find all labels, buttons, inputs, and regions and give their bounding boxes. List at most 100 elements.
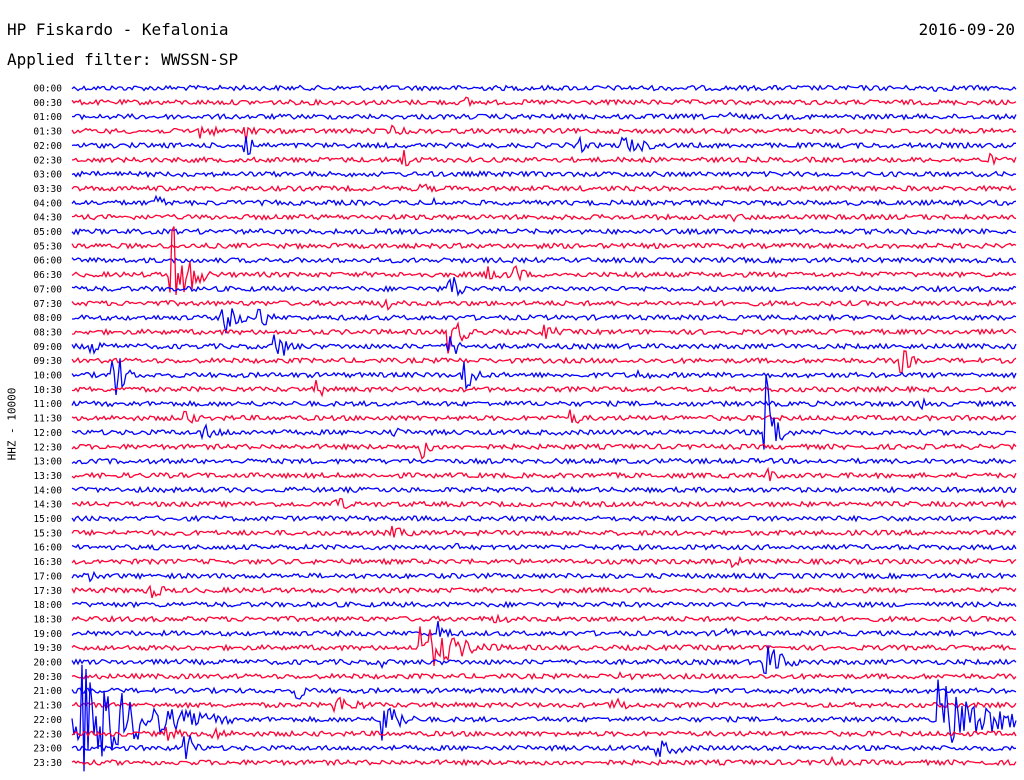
record-date: 2016-09-20 [918,20,1015,39]
time-label: 00:30 [33,98,62,109]
time-label: 18:30 [33,614,62,625]
trace-line [71,396,1017,411]
trace-line [71,670,1017,681]
trace-line [71,334,1017,356]
trace-line [71,227,1017,236]
time-label: 13:00 [33,457,62,468]
trace-line [71,613,1017,624]
time-label: 23:30 [33,758,62,769]
time-label: 13:30 [33,471,62,482]
time-label: 09:00 [33,342,62,353]
time-label: 06:30 [33,270,62,281]
trace-line [71,626,1017,666]
trace-line [71,321,1017,354]
trace-line [71,170,1017,178]
time-label: 15:30 [33,528,62,539]
trace-line [71,645,1017,675]
time-label: 16:00 [33,543,62,554]
trace-line [71,194,1017,207]
time-label: 19:30 [33,643,62,654]
time-label: 07:00 [33,284,62,295]
time-label: 06:00 [33,256,62,267]
trace-layer [71,84,1017,772]
trace-line [71,358,1017,396]
trace-line [71,525,1017,538]
trace-line [71,466,1017,482]
trace-line [71,696,1017,714]
trace-line [71,84,1017,93]
trace-line [71,570,1017,583]
trace-line [71,457,1017,466]
trace-line [71,542,1017,551]
time-label: 08:00 [33,313,62,324]
trace-line [71,135,1016,156]
time-label: 17:30 [33,586,62,597]
trace-line [71,442,1017,461]
time-label: 01:00 [33,112,62,123]
trace-line [71,497,1017,510]
channel-label-text: HHZ - 10000 [5,387,19,461]
time-label: 14:00 [33,485,62,496]
trace-line [71,755,1017,767]
station-title: HP Fiskardo - Kefalonia [7,20,229,39]
time-label: 03:30 [33,184,62,195]
time-label: 02:00 [33,141,62,152]
trace-line [71,555,1017,569]
time-label: 11:30 [33,414,62,425]
trace-line [71,256,1017,265]
time-label: 02:30 [33,155,62,166]
time-label: 18:00 [33,600,62,611]
time-label: 20:30 [33,672,62,683]
trace-line [71,485,1017,494]
trace-line [71,150,1017,167]
time-label: 05:30 [33,241,62,252]
trace-line [72,308,1017,334]
time-label: 14:30 [33,500,62,511]
trace-line [71,277,1017,297]
time-label: 23:00 [33,744,62,755]
trace-line [71,124,1017,142]
filter-label: Applied filter: WWSSN-SP [7,50,239,69]
time-label: 01:30 [33,127,62,138]
trace-line [71,183,1017,193]
trace-line [71,374,1017,450]
time-label: 22:00 [33,715,62,726]
trace-line [71,350,1017,374]
time-label: 07:30 [33,299,62,310]
time-label: 05:00 [33,227,62,238]
trace-line [71,514,1017,523]
time-label: 09:30 [33,356,62,367]
time-label: 03:00 [33,170,62,181]
time-label: 21:30 [33,701,62,712]
time-label: 08:30 [33,327,62,338]
trace-line [71,96,1017,108]
time-label: 19:00 [33,629,62,640]
time-label: 04:30 [33,213,62,224]
time-label: 11:00 [33,399,62,410]
trace-line [71,379,1017,398]
time-label: 10:00 [33,371,62,382]
trace-line [71,297,1017,311]
time-label: 10:30 [33,385,62,396]
trace-line [71,213,1017,223]
time-label: 04:00 [33,198,62,209]
trace-line [71,242,1017,250]
trace-line [71,600,1017,609]
trace-line [71,111,1017,121]
trace-line [71,620,1017,639]
time-label: 12:00 [33,428,62,439]
time-label-layer: 00:00 00:30 01:00 01:30 02:00 02:30 03:00 03:30… [33,84,62,769]
trace-line [71,584,1017,599]
time-label: 00:00 [33,84,62,95]
trace-line [71,726,1017,741]
time-label: 12:30 [33,442,62,453]
time-label: 21:00 [33,686,62,697]
trace-line [71,664,1017,772]
trace-line [71,735,1017,760]
time-label: 20:00 [33,658,62,669]
time-label: 16:30 [33,557,62,568]
time-label: 22:30 [33,729,62,740]
trace-line [71,686,1017,700]
trace-line [71,226,1017,295]
